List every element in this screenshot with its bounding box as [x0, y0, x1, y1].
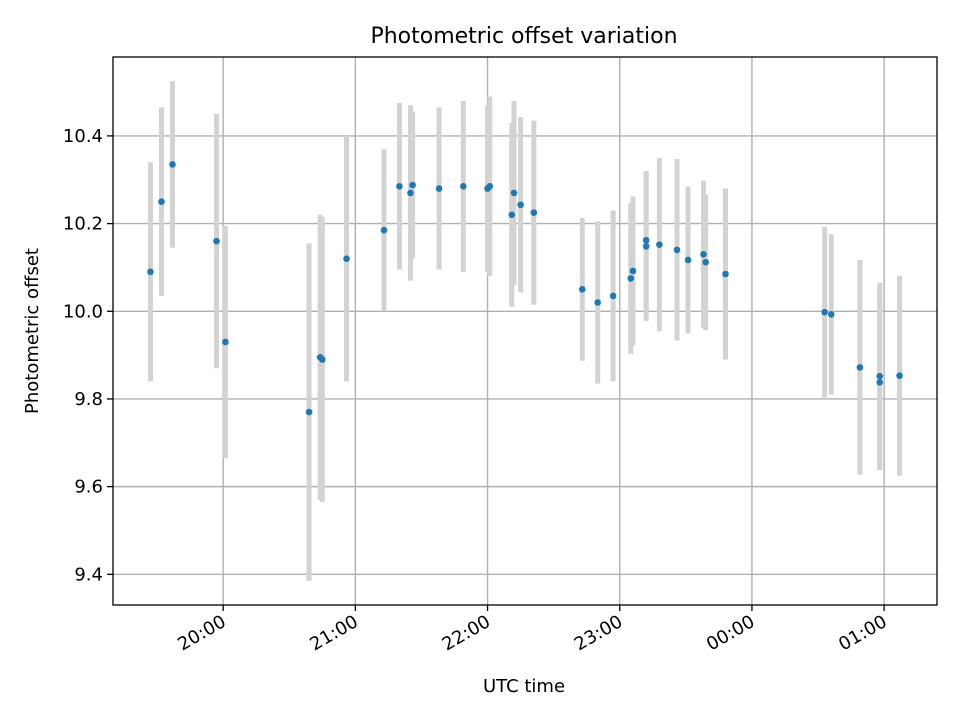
- x-tick-label: 20:00: [174, 611, 229, 655]
- data-point: [609, 292, 617, 300]
- data-point: [460, 183, 467, 190]
- y-tick-label: 10.4: [63, 126, 103, 147]
- data-point: [827, 311, 835, 318]
- data-point: [627, 275, 635, 282]
- x-axis-ticks: 20:00 21:00 22:00 23:00 00:00 01:00: [174, 605, 891, 655]
- grid: [113, 57, 937, 605]
- y-tick-label: 9.4: [74, 564, 103, 585]
- plot-frame: [112, 56, 938, 606]
- data-points: [147, 161, 903, 416]
- data-point: [319, 356, 326, 363]
- x-tick-label: 23:00: [571, 611, 626, 655]
- data-point: [594, 299, 602, 306]
- data-point: [702, 258, 709, 266]
- y-tick-label: 10.2: [63, 214, 103, 235]
- data-point: [158, 198, 165, 205]
- data-point: [642, 236, 650, 244]
- data-point: [629, 267, 637, 275]
- data-point: [343, 255, 350, 262]
- data-point: [222, 338, 229, 346]
- data-point: [213, 237, 220, 245]
- data-point: [821, 308, 828, 316]
- x-tick-label: 21:00: [306, 611, 361, 655]
- data-point: [876, 378, 884, 386]
- data-point: [856, 364, 864, 371]
- data-point: [876, 372, 884, 380]
- y-axis-ticks: 9.4 9.6 9.8 10.0 10.2 10.4: [63, 126, 113, 585]
- data-point: [684, 256, 692, 264]
- data-point: [169, 161, 176, 168]
- data-point: [409, 181, 416, 189]
- y-axis-label: Photometric offset: [22, 248, 43, 414]
- data-point: [435, 185, 443, 192]
- data-point: [673, 246, 681, 254]
- data-point: [147, 268, 154, 276]
- data-point: [510, 189, 518, 197]
- data-point: [722, 270, 729, 278]
- data-point: [578, 286, 586, 293]
- data-point: [896, 372, 903, 380]
- x-tick-label: 00:00: [703, 611, 758, 655]
- data-point: [380, 226, 388, 234]
- data-point: [407, 189, 414, 197]
- data-point: [642, 243, 650, 250]
- chart-title: Photometric offset variation: [370, 24, 677, 49]
- x-tick-label: 01:00: [835, 611, 890, 655]
- y-tick-label: 10.0: [63, 301, 103, 322]
- data-point: [517, 201, 524, 209]
- data-point: [305, 408, 313, 416]
- data-point: [530, 209, 538, 216]
- data-point: [700, 250, 707, 258]
- data-point: [656, 241, 663, 248]
- x-axis-label: UTC time: [483, 676, 565, 697]
- data-point: [396, 183, 403, 190]
- data-point: [486, 183, 494, 190]
- y-tick-label: 9.8: [74, 389, 103, 410]
- y-tick-label: 9.6: [74, 477, 103, 498]
- x-tick-label: 22:00: [439, 611, 494, 655]
- data-point: [508, 211, 516, 219]
- error-bars: [147, 81, 903, 581]
